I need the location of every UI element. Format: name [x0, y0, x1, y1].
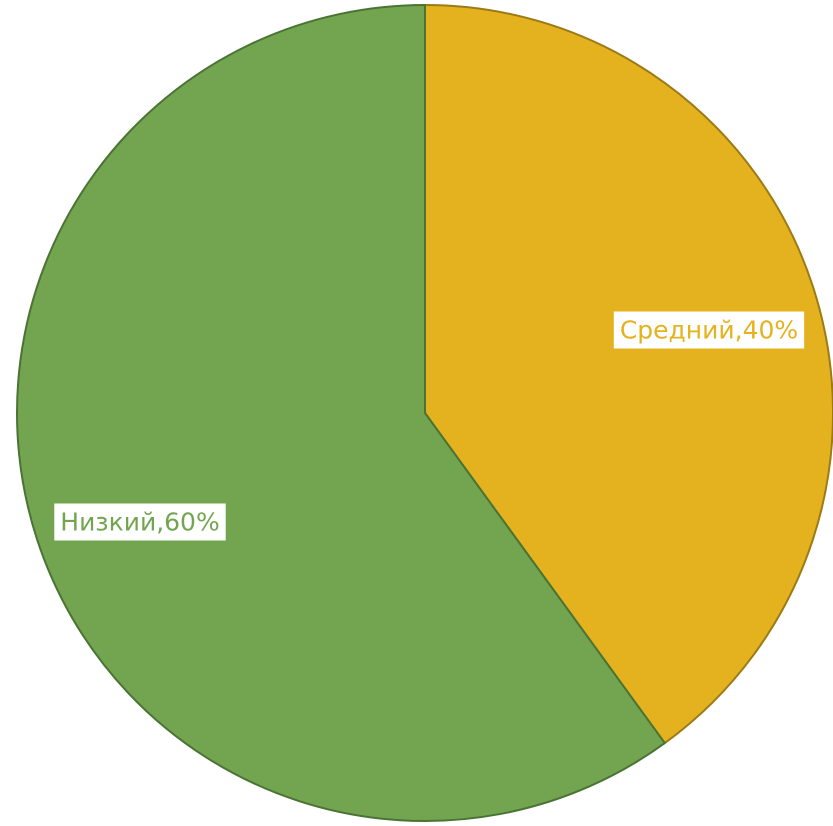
data-label-sredniy: Средний,40%	[613, 311, 805, 349]
data-label-nizkiy: Низкий,60%	[54, 503, 226, 541]
data-label-text: Низкий,60%	[60, 508, 219, 537]
pie-slice-nizkiy	[16, 4, 666, 822]
data-labels-layer: Средний,40% Низкий,60%	[54, 311, 805, 541]
pie-slice-sredniy	[424, 4, 833, 745]
data-label-text: Средний,40%	[620, 316, 798, 345]
slices-layer	[16, 4, 833, 822]
data-label-background	[54, 503, 226, 541]
data-label-background	[613, 311, 805, 349]
